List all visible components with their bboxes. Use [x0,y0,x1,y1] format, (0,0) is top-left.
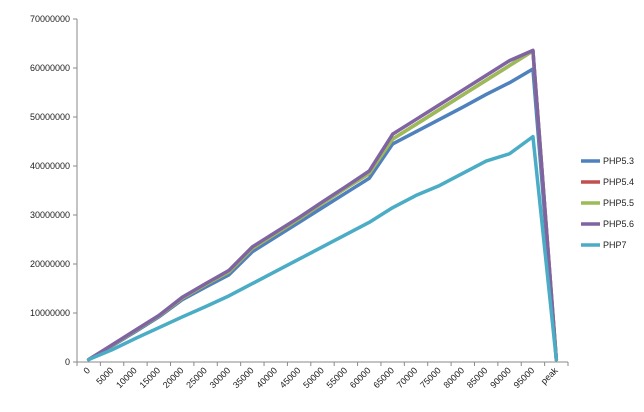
x-axis-ticks: 0 500010000150002000025000300003500040000… [76,362,569,390]
y-tick-label: 10000000 [30,308,70,318]
y-axis-ticks: 0 10000000 20000000 30000000 40000000 5000000… [30,14,77,367]
x-tick-label: 50000 [301,365,326,390]
axes [76,19,568,363]
x-tick-label: 45000 [278,365,303,390]
x-tick-label: peak [539,365,560,386]
x-tick-label: 75000 [418,365,443,390]
x-tick-label: 20000 [161,365,186,390]
x-tick-label: 90000 [488,365,513,390]
y-tick-label: 20000000 [30,259,70,269]
x-tick-label: 10000 [114,365,139,390]
y-tick-label: 40000000 [30,161,70,171]
x-tick-label: 5000 [94,365,115,386]
y-tick-label: 60000000 [30,63,70,73]
x-tick-label: 30000 [208,365,233,390]
legend-label: PHP7 [603,240,627,250]
x-tick-label: 60000 [348,365,373,390]
legend-label: PHP5.4 [603,177,634,187]
series-line-php7 [86,134,559,362]
x-tick-label: 35000 [231,365,256,390]
series-line-php5-6 [86,48,559,362]
y-tick-label: 50000000 [30,112,70,122]
x-tick-label: 80000 [441,365,466,390]
x-tick-label: 15000 [137,365,162,390]
legend-label: PHP5.6 [603,219,634,229]
x-tick-label: 25000 [184,365,209,390]
x-tick-label: 95000 [512,365,537,390]
x-tick-label: 55000 [325,365,350,390]
y-tick-label: 30000000 [30,210,70,220]
legend: PHP5.3 PHP5.4 PHP5.5 PHP5.6 PHP7 [581,156,634,250]
x-tick-label: 70000 [395,365,420,390]
x-tick-label: 0 [81,365,92,376]
y-tick-label: 0 [65,357,70,367]
series-lines [86,48,559,362]
x-tick-label: 40000 [254,365,279,390]
legend-label: PHP5.3 [603,156,634,166]
legend-label: PHP5.5 [603,198,634,208]
x-tick-label: 85000 [465,365,490,390]
x-tick-label: 65000 [371,365,396,390]
y-tick-label: 70000000 [30,14,70,24]
